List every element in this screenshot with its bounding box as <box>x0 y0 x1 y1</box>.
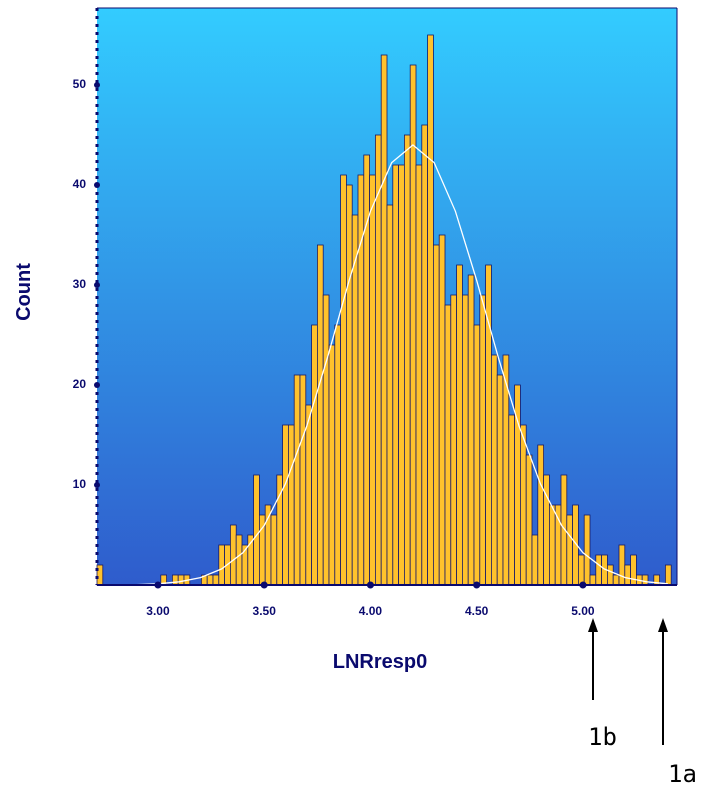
bar <box>253 474 260 586</box>
x-tick <box>579 581 587 589</box>
bar <box>218 544 226 586</box>
bar <box>403 134 411 586</box>
bar <box>212 574 220 586</box>
bar <box>578 554 585 586</box>
bar <box>369 174 376 586</box>
fit-curve <box>115 144 668 586</box>
bar <box>322 294 330 586</box>
y-tick-label: 30 <box>73 277 87 291</box>
y-tick-label: 10 <box>73 477 87 491</box>
bar <box>520 424 527 586</box>
bar <box>432 244 440 586</box>
bar <box>427 34 434 586</box>
bar <box>490 354 498 586</box>
bar <box>461 294 469 586</box>
x-tick-label: 3.00 <box>146 604 170 618</box>
x-tick <box>260 581 268 589</box>
bar <box>345 184 353 586</box>
bar <box>293 374 301 586</box>
bar <box>305 404 312 586</box>
x-tick <box>154 581 162 589</box>
bar <box>392 164 399 586</box>
bar <box>340 174 347 586</box>
y-axis-title: Count <box>13 263 35 321</box>
bar <box>549 504 556 586</box>
bar <box>415 164 423 586</box>
bar <box>496 374 504 586</box>
bar <box>595 554 602 586</box>
y-tick <box>94 282 100 288</box>
bar <box>386 204 394 586</box>
bar <box>641 574 649 586</box>
bar <box>531 534 539 586</box>
y-tick-label: 40 <box>73 177 87 191</box>
bar <box>450 294 457 586</box>
x-tick <box>473 581 481 589</box>
bar <box>618 544 626 586</box>
bar <box>316 244 324 586</box>
bar <box>270 514 278 586</box>
bar <box>380 54 388 586</box>
y-tick-label: 20 <box>73 377 87 391</box>
bar <box>467 274 475 586</box>
bar <box>206 574 214 586</box>
bar <box>177 574 185 586</box>
x-axis-title: LNRresp0 <box>333 651 427 673</box>
bar <box>229 524 237 586</box>
bar <box>409 64 417 586</box>
bar <box>473 324 481 586</box>
bar <box>328 344 336 586</box>
y-tick <box>94 482 100 488</box>
bar <box>624 564 631 586</box>
bar <box>235 534 243 586</box>
bar <box>566 514 573 586</box>
bar <box>334 324 341 586</box>
annotation: 1b <box>588 723 617 751</box>
bar <box>554 504 562 586</box>
bar <box>589 574 597 586</box>
bar <box>438 234 446 586</box>
x-tick <box>366 581 374 589</box>
bar <box>363 154 370 586</box>
bar <box>508 414 515 586</box>
bar <box>374 134 382 586</box>
bar <box>456 264 463 586</box>
bar <box>398 164 405 586</box>
bar <box>479 294 486 586</box>
bar <box>351 214 359 586</box>
bar <box>287 424 295 586</box>
x-tick-label: 5.00 <box>571 604 595 618</box>
bar <box>171 574 179 586</box>
bar <box>630 554 637 586</box>
bar <box>282 424 289 586</box>
bar <box>612 574 620 586</box>
arrow-head <box>658 618 668 632</box>
bar <box>421 124 428 586</box>
arrow-head <box>588 618 598 632</box>
bar <box>311 324 318 586</box>
y-tick-label: 50 <box>73 77 87 91</box>
x-tick-label: 3.50 <box>253 604 277 618</box>
y-tick <box>94 182 100 188</box>
bar <box>665 564 672 586</box>
bar <box>583 514 591 586</box>
x-tick-label: 4.50 <box>465 604 489 618</box>
annotation: 1a <box>668 760 697 788</box>
bar <box>525 454 533 586</box>
bar <box>444 304 452 586</box>
y-tick <box>94 382 100 388</box>
bar <box>607 564 614 586</box>
x-tick-label: 4.00 <box>359 604 383 618</box>
bar <box>537 444 544 586</box>
bar <box>299 374 307 586</box>
y-tick <box>94 82 100 88</box>
